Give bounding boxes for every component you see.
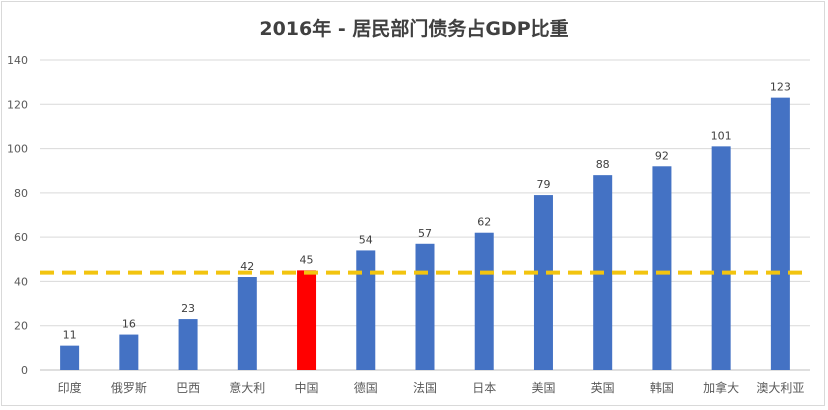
bar-12: [770, 97, 790, 371]
data-label: 79: [536, 178, 550, 191]
y-tick-label: 0: [21, 364, 28, 377]
bar-1: [119, 334, 139, 370]
bar-3: [237, 277, 257, 370]
y-tick-label: 120: [7, 98, 28, 111]
x-tick-label: 韩国: [650, 380, 674, 395]
y-tick-label: 100: [7, 143, 28, 156]
bar-0: [60, 345, 80, 370]
y-tick-label: 60: [14, 231, 28, 244]
data-label: 16: [122, 318, 136, 331]
data-label: 42: [240, 260, 254, 273]
x-tick-label: 法国: [413, 381, 437, 395]
x-tick-label: 德国: [354, 380, 378, 395]
data-label: 57: [418, 227, 432, 240]
bar-6: [415, 243, 435, 370]
data-label: 45: [300, 253, 314, 266]
x-tick-label: 巴西: [176, 381, 200, 395]
x-tick-label: 意大利: [229, 380, 265, 395]
x-tick-label: 印度: [58, 380, 82, 395]
bar-7: [474, 232, 494, 370]
data-label: 11: [63, 329, 77, 342]
x-tick-label: 美国: [531, 381, 555, 395]
x-tick-label: 加拿大: [703, 380, 739, 395]
data-label: 101: [711, 129, 732, 142]
y-tick-label: 140: [7, 54, 28, 67]
bar-5: [356, 250, 376, 370]
y-tick-label: 40: [14, 275, 28, 288]
x-tick-label: 澳大利亚: [756, 381, 804, 395]
y-tick-label: 80: [14, 187, 28, 200]
chart-title: 2016年 - 居民部门债务占GDP比重: [259, 18, 569, 40]
data-label: 62: [477, 216, 491, 229]
y-tick-label: 20: [14, 320, 28, 333]
x-tick-label: 中国: [295, 380, 319, 395]
bar-10: [652, 166, 672, 370]
x-tick-label: 俄罗斯: [111, 381, 147, 395]
bar-8: [533, 195, 553, 370]
x-tick-label: 日本: [472, 381, 496, 395]
data-label: 23: [181, 302, 195, 315]
x-tick-label: 英国: [591, 381, 615, 395]
data-label: 54: [359, 233, 373, 246]
bar-11: [711, 146, 731, 370]
bar-4: [297, 270, 317, 370]
data-label: 92: [655, 149, 669, 162]
bar-2: [178, 319, 198, 370]
data-label: 88: [596, 158, 610, 171]
data-label: 123: [770, 81, 791, 94]
